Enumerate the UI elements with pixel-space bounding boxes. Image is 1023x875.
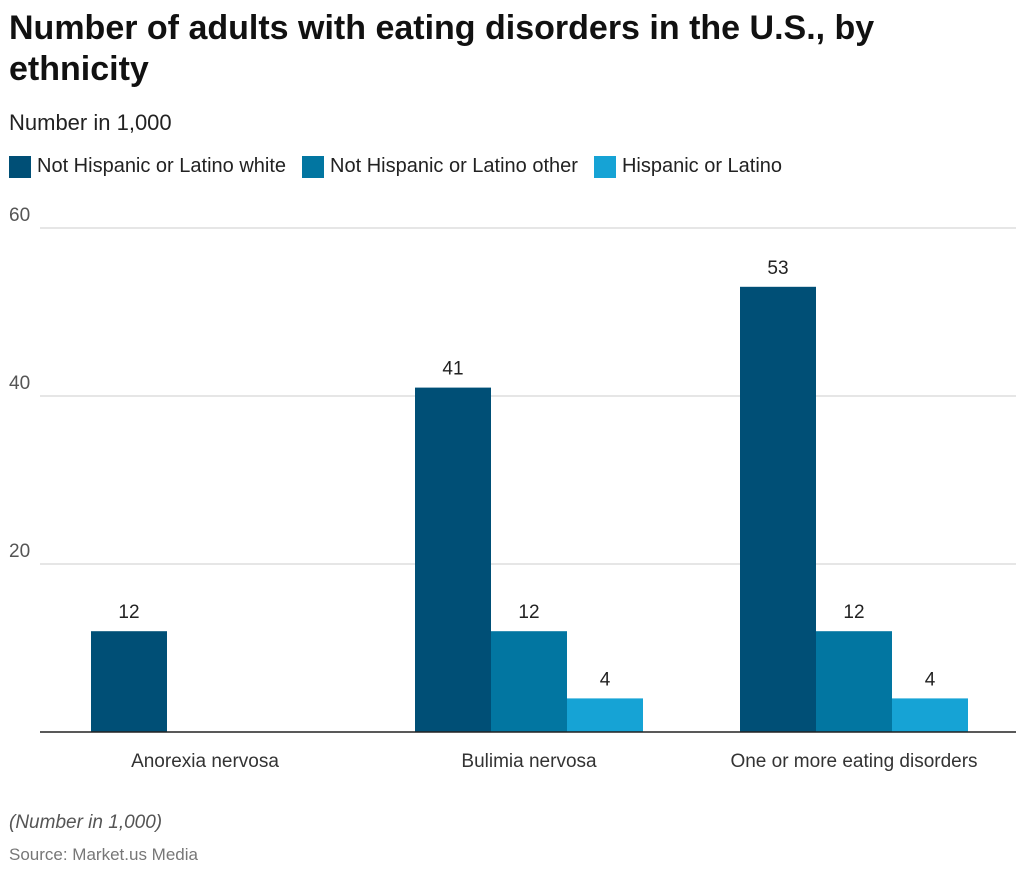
- bar: [91, 631, 167, 732]
- bar: [415, 387, 491, 732]
- legend-swatch: [9, 155, 31, 178]
- data-label: 53: [767, 258, 788, 279]
- legend-swatch: [302, 155, 325, 178]
- bar: [892, 698, 968, 732]
- legend: Not Hispanic or Latino white Not Hispani…: [9, 155, 798, 178]
- legend-item-hispanic: Hispanic or Latino: [593, 155, 783, 178]
- bar-chart: 20 40 60 12 Anorexia nervosa 41 12 4 Bulimia ner…: [9, 205, 1016, 772]
- data-label: 41: [442, 359, 463, 380]
- chart-subtitle: Number in 1,000: [9, 110, 172, 135]
- data-label: 12: [518, 602, 539, 623]
- legend-label: Not Hispanic or Latino other: [330, 155, 578, 177]
- y-tick-label: 40: [9, 373, 30, 394]
- data-label: 12: [843, 602, 864, 623]
- bar: [491, 631, 567, 732]
- x-tick-label: Anorexia nervosa: [131, 751, 279, 772]
- y-tick-label: 20: [9, 541, 30, 562]
- x-tick-label: One or more eating disorders: [730, 751, 977, 772]
- legend-item-white: Not Hispanic or Latino white: [9, 155, 286, 178]
- legend-item-other: Not Hispanic or Latino other: [302, 155, 578, 178]
- bar: [740, 286, 816, 732]
- data-label: 12: [118, 602, 139, 623]
- legend-label: Hispanic or Latino: [621, 155, 783, 177]
- bar: [816, 631, 892, 732]
- bar: [567, 698, 643, 732]
- x-tick-label: Bulimia nervosa: [461, 751, 597, 772]
- footnote: (Number in 1,000): [9, 812, 163, 833]
- y-tick-label: 60: [9, 205, 30, 226]
- data-label: 4: [925, 669, 936, 690]
- legend-swatch: [593, 155, 616, 178]
- source-credit: Source: Market.us Media: [9, 845, 198, 864]
- chart-title: Number of adults with eating disorders i…: [9, 9, 875, 88]
- legend-label: Not Hispanic or Latino white: [37, 155, 287, 177]
- data-label: 4: [600, 669, 611, 690]
